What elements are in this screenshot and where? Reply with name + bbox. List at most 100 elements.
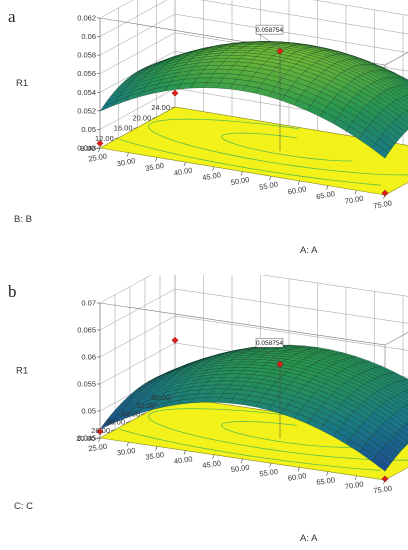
surface-cell xyxy=(399,406,408,416)
x-tick-mark xyxy=(354,475,357,480)
x-axis-title: A: A xyxy=(300,533,318,544)
x-tick-label: 40.00 xyxy=(173,166,193,178)
y-tick-label: 24.00 xyxy=(151,103,170,112)
z-gridline xyxy=(99,0,408,19)
x-tick-mark xyxy=(212,166,215,171)
design-point xyxy=(276,360,284,368)
x-tick-mark xyxy=(383,194,386,200)
frame-top xyxy=(99,302,408,346)
z-tick-label: 0.065 xyxy=(77,326,96,335)
x-tick-mark xyxy=(326,185,329,190)
y-tick-mark xyxy=(95,437,101,440)
x-tick-label: 45.00 xyxy=(202,459,222,471)
x-tick-mark xyxy=(155,157,158,162)
x-tick-label: 50.00 xyxy=(230,463,250,475)
surface-cell xyxy=(400,391,408,398)
x-tick-mark xyxy=(183,450,186,455)
x-tick-mark xyxy=(98,147,101,153)
y-tick-label: 36.00 xyxy=(106,418,125,427)
x-tick-label: 30.00 xyxy=(116,446,136,458)
x-tick-mark xyxy=(126,442,129,447)
design-point xyxy=(171,336,179,344)
design-point xyxy=(96,139,104,147)
surface-cell xyxy=(399,96,408,104)
y-tick-label: 20.00 xyxy=(76,434,95,443)
contour-lines xyxy=(119,408,408,471)
x-tick-label: 25.00 xyxy=(88,151,108,163)
x-tick-mark xyxy=(98,437,101,443)
z-gridline xyxy=(99,275,408,304)
x-tick-label: 75.00 xyxy=(373,198,393,210)
y-tick-label: 28.00 xyxy=(91,426,110,435)
callout-value: 0.058754 xyxy=(256,27,283,34)
y-tick-mark xyxy=(110,429,116,432)
x-tick-label: 70.00 xyxy=(344,194,364,206)
design-point xyxy=(276,47,284,55)
surface-cell xyxy=(403,390,408,395)
z-gridline xyxy=(99,0,408,37)
x-tick-label: 50.00 xyxy=(230,175,250,187)
y-tick-mark xyxy=(114,137,119,140)
x-tick-label: 70.00 xyxy=(344,480,364,492)
x-tick-mark xyxy=(297,467,300,472)
design-point xyxy=(381,189,389,197)
x-tick-mark xyxy=(297,180,300,186)
design-point xyxy=(381,475,389,483)
contour-lines xyxy=(119,118,408,186)
y-tick-label: 16.00 xyxy=(114,124,133,133)
x-tick-label: 35.00 xyxy=(145,161,165,173)
y-tick-label: 20.00 xyxy=(132,113,151,122)
y-axis-title: C: C xyxy=(14,501,33,512)
callout-box xyxy=(255,337,284,348)
contour-line xyxy=(119,139,381,186)
y-tick-label: 52.00 xyxy=(136,401,155,410)
z-tick-label: 0.06 xyxy=(81,353,96,362)
design-point xyxy=(96,428,104,436)
y-tick-mark xyxy=(170,396,176,399)
chart-panel-b: b 0.058754 0.045 0.05 0.055 0.06 0.065 0.07 R1 25… xyxy=(0,275,408,550)
y-tick-mark xyxy=(170,106,176,109)
x-tick-label: 65.00 xyxy=(316,189,336,201)
z-tick-label: 0.05 xyxy=(81,125,96,134)
x-tick-label: 25.00 xyxy=(88,442,108,454)
contour-floor xyxy=(99,396,408,481)
contour-line xyxy=(148,118,408,176)
response-surface-chart-a: a 0.058754 0.048 0.05 0.052 0.054 0.056 0.058 0.… xyxy=(8,0,408,256)
callout-box xyxy=(255,24,284,35)
panel-label: b xyxy=(8,282,17,301)
z-tick-label: 0.062 xyxy=(77,14,96,23)
y-tick-mark xyxy=(152,116,157,119)
x-tick-label: 65.00 xyxy=(316,475,336,487)
design-point xyxy=(171,89,179,97)
z-tick-label: 0.07 xyxy=(81,299,96,308)
response-surface xyxy=(99,41,408,159)
z-tick-label: 0.05 xyxy=(81,407,96,416)
x-tick-mark xyxy=(269,463,272,468)
x-tick-label: 60.00 xyxy=(287,184,307,196)
z-tick-label: 0.054 xyxy=(77,88,96,97)
contour-line xyxy=(221,421,353,448)
y-tick-mark xyxy=(95,147,101,150)
panel-label: a xyxy=(8,7,16,26)
x-tick-label: 45.00 xyxy=(202,170,222,182)
y-tick-label: 60.00 xyxy=(151,393,170,402)
contour-floor xyxy=(99,106,408,196)
y-tick-label: 44.00 xyxy=(121,409,140,418)
z-tick-label: 0.055 xyxy=(77,380,96,389)
x-tick-label: 55.00 xyxy=(259,467,279,479)
y-tick-mark xyxy=(155,404,161,407)
z-axis-title: R1 xyxy=(16,366,28,377)
contour-line xyxy=(119,429,381,471)
x-tick-mark xyxy=(155,446,158,451)
x-tick-label: 30.00 xyxy=(116,156,136,168)
surface-cell xyxy=(401,379,408,385)
response-surface-chart-b: b 0.058754 0.045 0.05 0.055 0.06 0.065 0.07 R1 25… xyxy=(8,275,408,544)
x-tick-mark xyxy=(240,171,243,176)
surface-cell xyxy=(371,143,389,159)
y-tick-mark xyxy=(140,413,146,415)
x-tick-mark xyxy=(183,161,186,167)
x-tick-label: 40.00 xyxy=(173,454,193,466)
x-tick-mark xyxy=(126,152,129,157)
y-tick-label: 12.00 xyxy=(95,134,114,143)
z-tick-label: 0.056 xyxy=(77,69,96,78)
